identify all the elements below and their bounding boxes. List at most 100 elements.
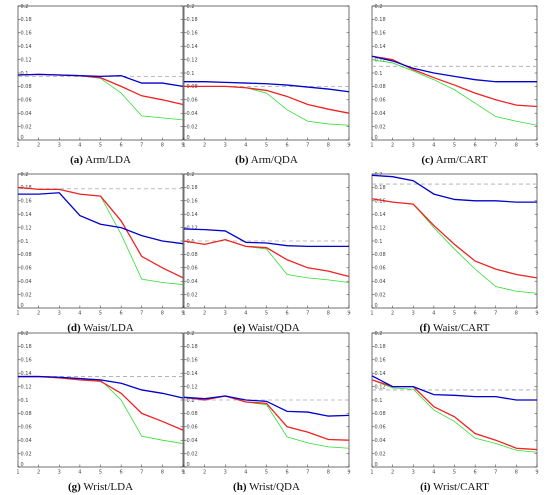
panel-title: Wrist/LDA <box>83 481 134 493</box>
chart-panel-7: 0 0.02 0.04 0.06 0.08 0.1 0.12 0.14 0.16 0.18 0.2 1… <box>16 331 184 495</box>
panel-caption: (i) Wrist/CART <box>372 481 537 493</box>
y-tick-label: 0.16 <box>187 31 198 37</box>
series-line-2 <box>183 395 350 441</box>
x-tick-label: 5 <box>99 470 102 476</box>
panel-caption: (c) Arm/CART <box>372 154 537 166</box>
x-tick-label: 5 <box>99 311 102 317</box>
x-tick-label: 8 <box>515 311 518 317</box>
x-tick-label: 6 <box>120 470 123 476</box>
y-tick-label: 0.06 <box>375 266 386 272</box>
panel-title: Wrist/QDA <box>249 481 300 493</box>
panel-letter: (h) <box>233 481 247 493</box>
y-tick-label: 0.12 <box>187 225 198 231</box>
chart-panel-9: 0 0.02 0.04 0.06 0.08 0.1 0.12 0.14 0.16 0.18 0.2 1… <box>370 331 538 495</box>
y-tick-label: 0.02 <box>21 124 32 130</box>
y-tick-label: 0.14 <box>21 44 32 50</box>
series-line-1 <box>371 55 537 83</box>
panel-letter: (b) <box>235 154 249 166</box>
series-line-1 <box>18 375 184 399</box>
panel-caption: (a) Arm/LDA <box>18 154 183 166</box>
y-tick-label: 0.14 <box>21 212 32 218</box>
x-tick-label: 7 <box>140 470 143 476</box>
panel-letter: (a) <box>70 154 83 166</box>
x-tick-label: 3 <box>224 470 227 476</box>
x-tick-label: 1 <box>370 470 373 476</box>
x-tick-label: 1 <box>370 311 373 317</box>
x-tick-label: 6 <box>474 311 477 317</box>
y-tick-label: 0.08 <box>187 411 198 417</box>
x-tick-label: 9 <box>535 470 538 476</box>
x-tick-label: 3 <box>412 470 415 476</box>
x-tick-label: 8 <box>161 311 164 317</box>
x-tick-label: 3 <box>412 143 415 149</box>
panel-title: Waist/CART <box>433 322 490 334</box>
x-tick-label: 2 <box>37 470 40 476</box>
y-tick-label: 0 <box>21 303 24 309</box>
series-line-2 <box>17 186 184 279</box>
x-tick-label: 4 <box>244 470 247 476</box>
x-tick-label: 3 <box>224 143 227 149</box>
plot-frame <box>183 5 350 141</box>
panel-caption: (f) Waist/CART <box>372 322 537 334</box>
x-tick-label: 7 <box>306 143 309 149</box>
series-line-2 <box>18 375 184 431</box>
x-tick-label: 1 <box>182 143 185 149</box>
x-tick-label: 4 <box>78 311 81 317</box>
y-tick-label: 0.02 <box>375 451 386 457</box>
y-tick-label: 0 <box>375 462 378 468</box>
y-tick-label: 0.06 <box>187 425 198 431</box>
x-tick-label: 9 <box>181 143 184 149</box>
x-tick-label: 4 <box>432 311 435 317</box>
x-tick-label: 7 <box>494 311 497 317</box>
y-tick-label: 0.12 <box>21 57 32 63</box>
y-tick-label: 0.14 <box>187 212 198 218</box>
series-line-1 <box>183 395 350 417</box>
x-tick-label: 3 <box>412 311 415 317</box>
y-tick-label: 0.18 <box>21 17 32 23</box>
y-tick-label: 0.2 <box>187 4 195 10</box>
y-tick-label: 0.14 <box>375 212 386 218</box>
chart-svg: 0 0.02 0.04 0.06 0.08 0.1 0.12 0.14 0.16 0.18 0.2 1… <box>16 331 184 476</box>
y-tick-label: 0.18 <box>187 185 198 191</box>
y-tick-label: 0.2 <box>187 172 195 178</box>
series-line-3 <box>17 73 184 121</box>
chart-svg: 0 0.02 0.04 0.06 0.08 0.1 0.12 0.14 0.16 0.18 0.2 1… <box>370 4 538 149</box>
y-tick-label: 0.14 <box>187 371 198 377</box>
x-tick-label: 8 <box>327 470 330 476</box>
x-tick-label: 9 <box>181 470 184 476</box>
y-tick-label: 0.04 <box>187 111 198 117</box>
y-tick-label: 0.1 <box>21 71 29 77</box>
series-line-3 <box>17 187 184 285</box>
y-tick-label: 0.12 <box>187 57 198 63</box>
x-tick-label: 1 <box>16 470 19 476</box>
x-tick-label: 5 <box>453 311 456 317</box>
series-line-2 <box>371 379 538 451</box>
panel-letter: (i) <box>420 481 431 493</box>
y-tick-label: 0.06 <box>187 266 198 272</box>
y-tick-label: 0.12 <box>21 225 32 231</box>
x-tick-label: 2 <box>203 311 206 317</box>
x-tick-label: 7 <box>140 143 143 149</box>
x-tick-label: 5 <box>453 470 456 476</box>
y-tick-label: 0 <box>375 135 378 141</box>
chart-svg: 0 0.02 0.04 0.06 0.08 0.1 0.12 0.14 0.16 0.18 0.2 1… <box>182 4 350 149</box>
y-tick-label: 0 <box>187 303 190 309</box>
panel-letter: (c) <box>421 154 434 166</box>
y-tick-label: 0.16 <box>187 358 198 364</box>
panel-title: Wrist/CART <box>433 481 489 493</box>
y-tick-label: 0.08 <box>21 252 32 258</box>
y-tick-label: 0.06 <box>21 425 32 431</box>
y-tick-label: 0.16 <box>21 358 32 364</box>
x-tick-label: 2 <box>391 143 394 149</box>
series-line-3 <box>184 86 350 126</box>
series-line-3 <box>18 376 184 444</box>
y-tick-label: 0.16 <box>375 199 386 205</box>
y-tick-label: 0 <box>21 135 24 141</box>
chart-svg: 0 0.02 0.04 0.06 0.08 0.1 0.12 0.14 0.16 0.18 0.2 1… <box>16 4 184 149</box>
chart-svg: 0 0.02 0.04 0.06 0.08 0.1 0.12 0.14 0.16 0.18 0.2 1… <box>370 331 538 476</box>
x-tick-label: 2 <box>37 311 40 317</box>
series-line-1 <box>184 81 350 93</box>
x-tick-label: 4 <box>432 470 435 476</box>
x-tick-label: 9 <box>535 311 538 317</box>
